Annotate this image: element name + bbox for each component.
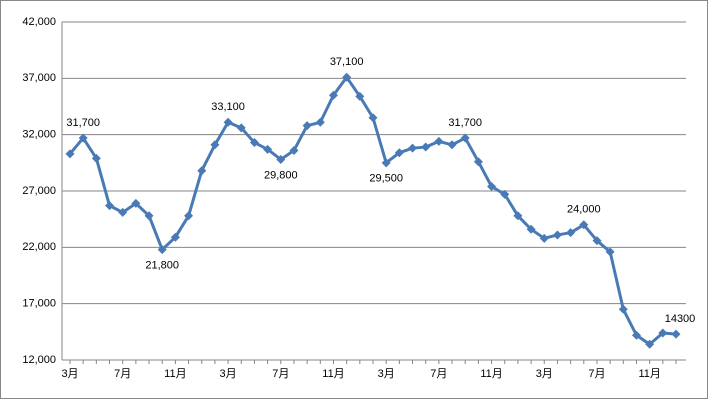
marker [645, 339, 655, 349]
marker [342, 72, 352, 82]
data-label: 37,100 [330, 56, 364, 68]
data-label: 33,100 [211, 101, 245, 113]
data-label: 21,800 [145, 259, 179, 271]
y-tick-label: 17,000 [22, 298, 56, 310]
marker [118, 207, 128, 217]
marker [328, 90, 338, 100]
marker [91, 153, 101, 163]
marker [579, 220, 589, 230]
marker [381, 158, 391, 168]
data-label: 31,700 [448, 117, 482, 129]
marker [539, 233, 549, 243]
marker [605, 247, 615, 257]
marker [197, 166, 207, 176]
marker [131, 198, 141, 208]
marker [526, 224, 536, 234]
marker [210, 140, 220, 150]
marker [487, 181, 497, 191]
y-tick-label: 42,000 [22, 16, 56, 28]
marker [658, 328, 668, 338]
marker [157, 245, 167, 255]
marker [447, 140, 457, 150]
marker [263, 144, 273, 154]
marker [408, 143, 418, 153]
data-label: 14300 [665, 313, 696, 325]
marker [184, 211, 194, 221]
y-tick-label: 27,000 [22, 185, 56, 197]
marker [236, 123, 246, 133]
x-tick-label: 7月 [430, 368, 447, 380]
y-tick-label: 37,000 [22, 72, 56, 84]
x-tick-label: 11月 [638, 368, 660, 380]
y-tick-label: 22,000 [22, 241, 56, 253]
data-label: 29,800 [264, 169, 298, 181]
x-tick-label: 11月 [480, 368, 502, 380]
marker [302, 121, 312, 131]
x-tick-label: 3月 [536, 368, 553, 380]
marker [315, 117, 325, 127]
y-tick-label: 12,000 [22, 354, 56, 366]
marker [78, 133, 88, 143]
marker [223, 117, 233, 127]
marker [460, 133, 470, 143]
x-tick-label: 7月 [272, 368, 289, 380]
data-label: 31,700 [66, 117, 100, 129]
marker [500, 189, 510, 199]
marker [249, 138, 259, 148]
marker [170, 232, 180, 242]
marker [671, 329, 681, 339]
marker [276, 154, 286, 164]
marker [631, 330, 641, 340]
marker [421, 142, 431, 152]
x-tick-label: 7月 [114, 368, 131, 380]
marker [618, 304, 628, 314]
x-tick-label: 7月 [588, 368, 605, 380]
data-label: 24,000 [567, 204, 601, 216]
x-tick-label: 3月 [61, 368, 78, 380]
marker [355, 91, 365, 101]
marker [65, 149, 75, 159]
marker [552, 230, 562, 240]
x-tick-label: 11月 [164, 368, 186, 380]
marker [368, 113, 378, 123]
marker [566, 228, 576, 238]
marker [592, 236, 602, 246]
x-tick-label: 3月 [220, 368, 237, 380]
x-tick-label: 3月 [378, 368, 395, 380]
marker [144, 211, 154, 221]
marker [105, 201, 115, 211]
marker [434, 136, 444, 146]
marker [394, 148, 404, 158]
y-tick-label: 32,000 [22, 129, 56, 141]
marker [473, 157, 483, 167]
marker [289, 145, 299, 155]
marker [513, 211, 523, 221]
x-tick-label: 11月 [322, 368, 344, 380]
data-label: 29,500 [369, 173, 403, 185]
